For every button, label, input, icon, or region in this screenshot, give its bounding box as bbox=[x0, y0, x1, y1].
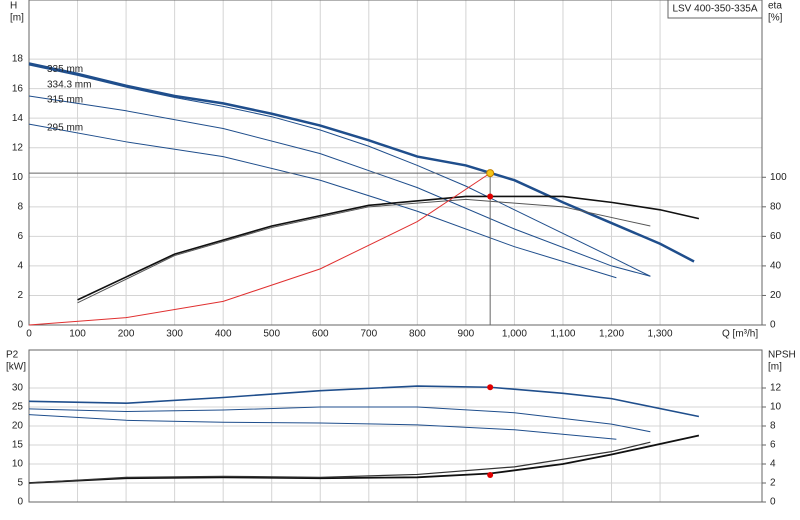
x-axis-label: Q [m³/h] bbox=[722, 329, 758, 340]
x-tick-label: 200 bbox=[118, 329, 135, 340]
y-tick-label: 4 bbox=[17, 261, 23, 272]
curve bbox=[28, 172, 491, 326]
y-tick-label: 0 bbox=[17, 497, 23, 508]
x-tick-label: 900 bbox=[458, 329, 475, 340]
curve bbox=[77, 198, 651, 304]
curve bbox=[28, 123, 617, 279]
y2-tick-label: 100 bbox=[770, 172, 787, 183]
curve-label: 335 mm bbox=[47, 64, 83, 75]
y-tick-label: 5 bbox=[17, 478, 23, 489]
y2-tick-label: 20 bbox=[770, 290, 782, 301]
x-tick-label: 500 bbox=[263, 329, 280, 340]
x-tick-label: 1,100 bbox=[550, 329, 575, 340]
x-tick-label: 600 bbox=[312, 329, 329, 340]
x-tick-label: 1,200 bbox=[599, 329, 624, 340]
y2-tick-label: 6 bbox=[770, 440, 776, 451]
y-tick-label: 15 bbox=[12, 440, 24, 451]
curve bbox=[28, 62, 695, 263]
curve bbox=[28, 441, 651, 484]
y2-axis-label: eta bbox=[768, 1, 782, 12]
y2-tick-label: 10 bbox=[770, 402, 782, 413]
y2-tick-label: 0 bbox=[770, 320, 776, 331]
x-tick-label: 300 bbox=[166, 329, 183, 340]
y-axis-label: P2 bbox=[6, 350, 19, 361]
x-tick-label: 400 bbox=[215, 329, 232, 340]
y-tick-label: 12 bbox=[12, 142, 24, 153]
curve bbox=[28, 95, 651, 277]
y-axis-unit: [m] bbox=[10, 13, 24, 24]
curve bbox=[28, 406, 651, 433]
y-tick-label: 30 bbox=[12, 383, 24, 394]
y2-tick-label: 0 bbox=[770, 497, 776, 508]
x-tick-label: 800 bbox=[409, 329, 426, 340]
y2-axis-unit: [m] bbox=[768, 362, 782, 373]
curve bbox=[28, 64, 651, 277]
operating-point bbox=[487, 472, 494, 479]
curve bbox=[28, 385, 700, 418]
y2-tick-label: 40 bbox=[770, 261, 782, 272]
plot-frame bbox=[28, 0, 763, 326]
y-tick-label: 10 bbox=[12, 459, 24, 470]
y-tick-label: 18 bbox=[12, 54, 24, 65]
y-axis-unit: [kW] bbox=[6, 362, 26, 373]
curve bbox=[77, 195, 700, 301]
y2-tick-label: 60 bbox=[770, 231, 782, 242]
y-tick-label: 20 bbox=[12, 421, 24, 432]
y-tick-label: 0 bbox=[17, 320, 23, 331]
chart-title: LSV 400-350-335A bbox=[672, 4, 757, 15]
y2-axis-label: NPSH bbox=[768, 350, 796, 361]
x-tick-label: 0 bbox=[26, 329, 32, 340]
x-tick-label: 100 bbox=[69, 329, 86, 340]
y2-tick-label: 80 bbox=[770, 201, 782, 212]
curve-label: 315 mm bbox=[47, 95, 83, 106]
y-tick-label: 6 bbox=[17, 231, 23, 242]
y-tick-label: 14 bbox=[12, 113, 24, 124]
operating-point bbox=[487, 193, 494, 200]
x-tick-label: 1,300 bbox=[648, 329, 673, 340]
y2-tick-label: 2 bbox=[770, 478, 776, 489]
y-tick-label: 2 bbox=[17, 290, 23, 301]
y-axis-label: H bbox=[10, 1, 17, 12]
y-tick-label: 25 bbox=[12, 402, 24, 413]
y-tick-label: 8 bbox=[17, 201, 23, 212]
y2-tick-label: 8 bbox=[770, 421, 776, 432]
curve-label: 334.3 mm bbox=[47, 80, 91, 91]
y2-tick-label: 12 bbox=[770, 383, 782, 394]
curve bbox=[28, 434, 700, 484]
curve bbox=[28, 414, 617, 440]
curve-label: 295 mm bbox=[47, 123, 83, 134]
x-tick-label: 1,000 bbox=[502, 329, 527, 340]
y2-axis-unit: [%] bbox=[768, 13, 783, 24]
operating-point bbox=[487, 384, 494, 391]
x-tick-label: 700 bbox=[360, 329, 377, 340]
y2-tick-label: 4 bbox=[770, 459, 776, 470]
plot-frame bbox=[28, 349, 763, 503]
y-tick-label: 16 bbox=[12, 83, 24, 94]
operating-point bbox=[486, 169, 495, 178]
y-tick-label: 10 bbox=[12, 172, 24, 183]
